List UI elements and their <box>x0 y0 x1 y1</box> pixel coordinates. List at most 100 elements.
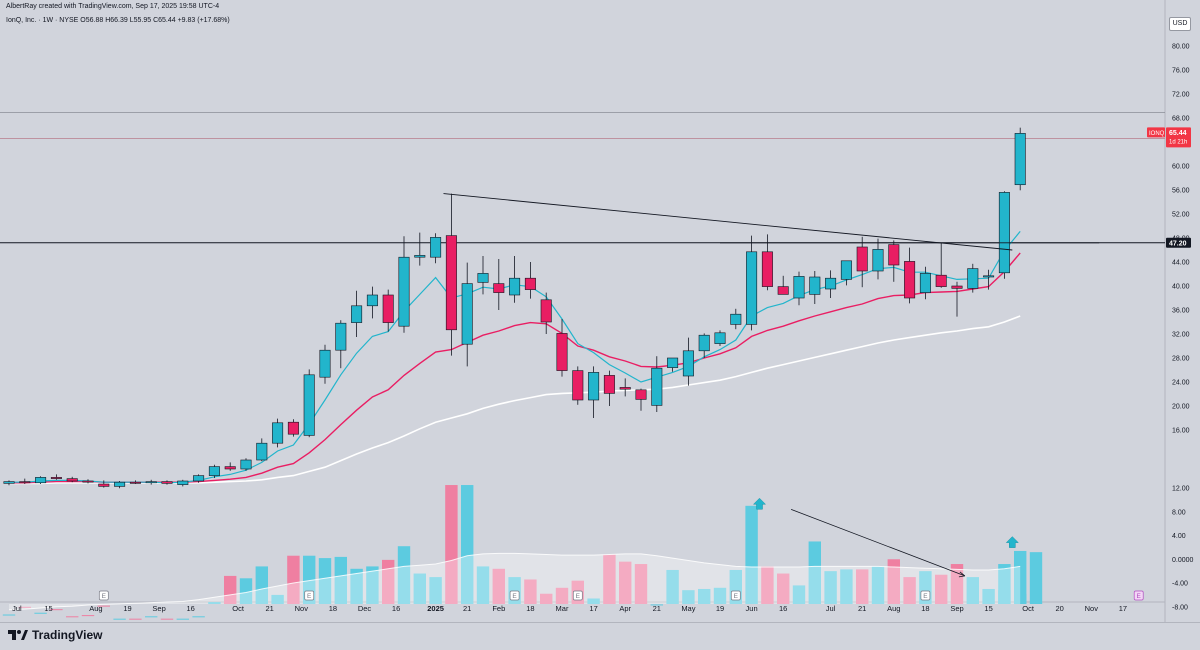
volume-bar <box>318 558 332 604</box>
volume-bar <box>935 574 948 604</box>
candle-body <box>761 251 773 287</box>
candle-body <box>1014 133 1026 186</box>
price-axis-tick: 80.00 <box>1172 44 1190 51</box>
earnings-event-label: E <box>734 593 739 600</box>
candle-body <box>572 370 584 401</box>
candle-body <box>382 294 394 323</box>
price-axis-tick: 12.00 <box>1172 486 1190 493</box>
candle-body <box>461 283 473 345</box>
candle-body <box>493 283 505 293</box>
volume-trend-arrow <box>790 509 966 577</box>
volume-bar <box>761 566 774 604</box>
price-axis-tick: 40.00 <box>1172 284 1190 291</box>
footer-bar: TradingView <box>0 622 1200 650</box>
volume-bar <box>66 616 79 618</box>
volume-bar <box>239 578 253 604</box>
volume-bar <box>255 566 268 604</box>
time-axis-label: 18 <box>329 604 337 613</box>
candle-body <box>603 375 615 394</box>
tradingview-logo-icon <box>8 630 28 640</box>
earnings-event-icon: E <box>572 590 583 601</box>
candle-body <box>556 333 568 371</box>
price-axis-tick: 4.00 <box>1172 533 1186 540</box>
time-axis-label: Sep <box>950 604 963 613</box>
tradingview-logo[interactable]: TradingView <box>8 628 102 642</box>
price-axis-tick: 24.00 <box>1172 380 1190 387</box>
time-axis-label: Nov <box>1085 604 1099 613</box>
volume-bar <box>982 588 995 604</box>
trendline <box>443 193 1013 251</box>
price-axis-tick: 56.00 <box>1172 188 1190 195</box>
symbol-legend[interactable]: IonQ, Inc. · 1W · NYSE O56.88 H66.39 L55… <box>6 17 230 24</box>
volume-bar <box>397 546 411 604</box>
volume-trend-arrowhead <box>958 571 966 578</box>
volume-bar <box>555 587 569 604</box>
volume-bar <box>176 618 189 620</box>
candle-body <box>366 294 378 307</box>
earnings-event-box <box>509 590 520 601</box>
earnings-event-box <box>98 590 109 601</box>
earnings-event-box <box>304 590 315 601</box>
volume-bar <box>698 588 711 604</box>
price-axis-tick: 32.00 <box>1172 332 1190 339</box>
time-axis-label: Oct <box>232 604 245 613</box>
candle-body <box>303 374 315 436</box>
earnings-event-icon: E <box>920 590 931 601</box>
price-axis-tick: 60.00 <box>1172 164 1190 171</box>
candle-body <box>998 192 1010 274</box>
candle-body <box>809 276 821 295</box>
level-price-tag <box>1166 237 1191 248</box>
earnings-event-icon: E <box>304 590 315 601</box>
volume-bar <box>476 566 490 604</box>
candle-body <box>540 299 552 323</box>
candle-body <box>177 480 189 485</box>
candle-body <box>272 422 284 444</box>
time-axis-label: Apr <box>619 604 631 613</box>
time-axis-label: 19 <box>716 604 724 613</box>
volume-bar <box>34 612 47 614</box>
time-axis-label: Sep <box>152 604 165 613</box>
candle-body <box>256 442 268 461</box>
price-axis-tick: 0.0000 <box>1172 557 1194 564</box>
currency-button[interactable]: USD <box>1169 17 1191 31</box>
earnings-event-icon: E <box>509 590 520 601</box>
price-axis-tick: 20.00 <box>1172 404 1190 411</box>
volume-bar <box>145 616 158 618</box>
volume-bar <box>382 559 395 604</box>
volume-bar <box>856 569 869 604</box>
price-axis-tick: 72.00 <box>1172 92 1190 99</box>
candle-body <box>935 274 947 287</box>
candle-body <box>888 244 900 266</box>
volume-bar <box>192 616 205 618</box>
candle-body <box>319 349 331 378</box>
candle-body <box>477 273 489 283</box>
volume-bar <box>824 571 837 604</box>
earnings-event-icon: E <box>730 590 741 601</box>
price-axis-tick: 76.00 <box>1172 68 1190 75</box>
volume-bar <box>666 569 679 604</box>
time-axis-label: 16 <box>187 604 195 613</box>
author-line: AlbertRay created with TradingView.com, … <box>6 3 220 10</box>
earnings-event-label: E <box>923 593 928 600</box>
earnings-event-label: E <box>576 593 581 600</box>
volume-bar <box>840 569 853 604</box>
volume-bar <box>224 575 237 604</box>
candle-body <box>351 305 363 323</box>
price-axis-tick: 16.00 <box>1172 428 1190 435</box>
volume-bar <box>603 554 616 604</box>
earnings-event-box <box>920 590 931 601</box>
time-axis-label: 16 <box>392 604 400 613</box>
volume-bar <box>429 577 442 604</box>
candle-body <box>872 249 884 272</box>
candle-body <box>698 334 710 352</box>
time-axis-label: Nov <box>295 604 309 613</box>
volume-bar <box>998 564 1011 604</box>
candle-body <box>19 481 31 484</box>
bar-countdown: 1d 21h <box>1169 139 1187 145</box>
candle-body <box>730 313 742 325</box>
volume-bar <box>1029 552 1043 604</box>
volume-bar <box>887 559 900 604</box>
time-axis-label: Aug <box>89 604 102 613</box>
time-axis-label: Aug <box>887 604 900 613</box>
